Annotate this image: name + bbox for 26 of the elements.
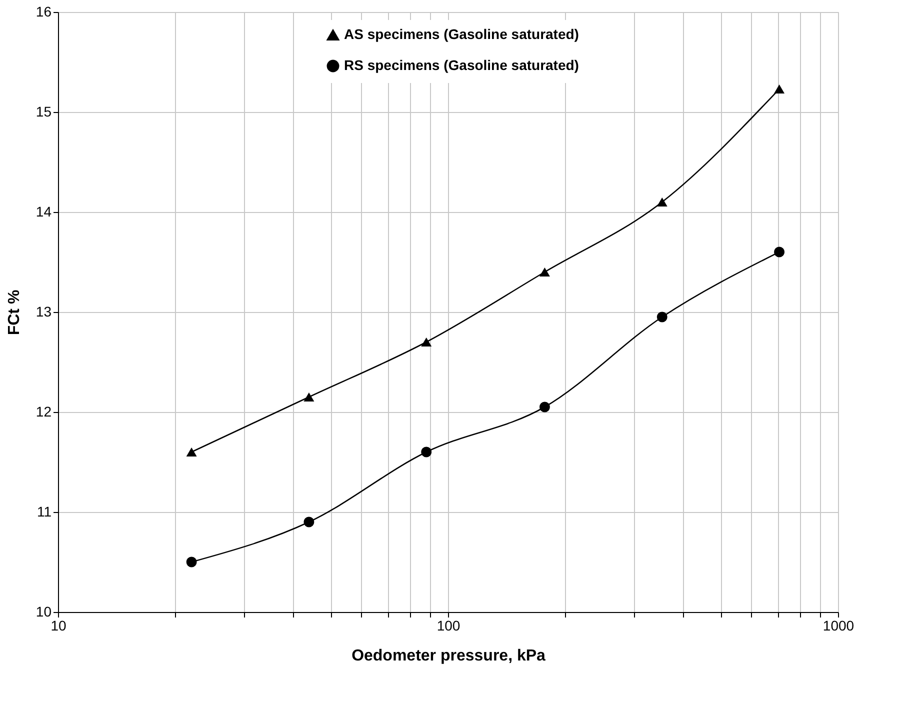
point (186, 447, 197, 457)
point (421, 446, 432, 458)
point (304, 516, 314, 528)
x-tick-label: 1000 (822, 618, 854, 634)
point (774, 84, 785, 94)
y-tick-label: 15 (36, 104, 52, 120)
point (304, 392, 314, 402)
y-tick-label: 13 (36, 304, 52, 320)
x-tick-label: 10 (50, 618, 66, 634)
x-axis-title: Oedometer pressure, kPa (352, 648, 546, 664)
y-axis-title: FCt % (6, 290, 23, 336)
point (539, 402, 550, 412)
legend-label: AS specimens (Gasoline saturated) (344, 26, 579, 42)
y-tick-label: 14 (36, 204, 52, 220)
point (774, 246, 785, 258)
point (656, 312, 668, 322)
point (656, 197, 668, 207)
y-tick-label: 16 (36, 4, 52, 20)
y-tick-label: 12 (36, 404, 52, 420)
y-tick-label: 10 (36, 604, 52, 620)
y-tick-label: 11 (36, 504, 52, 520)
point (539, 267, 550, 277)
point (421, 337, 432, 347)
point (186, 556, 197, 568)
legend-label: RS specimens (Gasoline saturated) (344, 57, 579, 73)
x-tick-label: 100 (436, 618, 460, 634)
